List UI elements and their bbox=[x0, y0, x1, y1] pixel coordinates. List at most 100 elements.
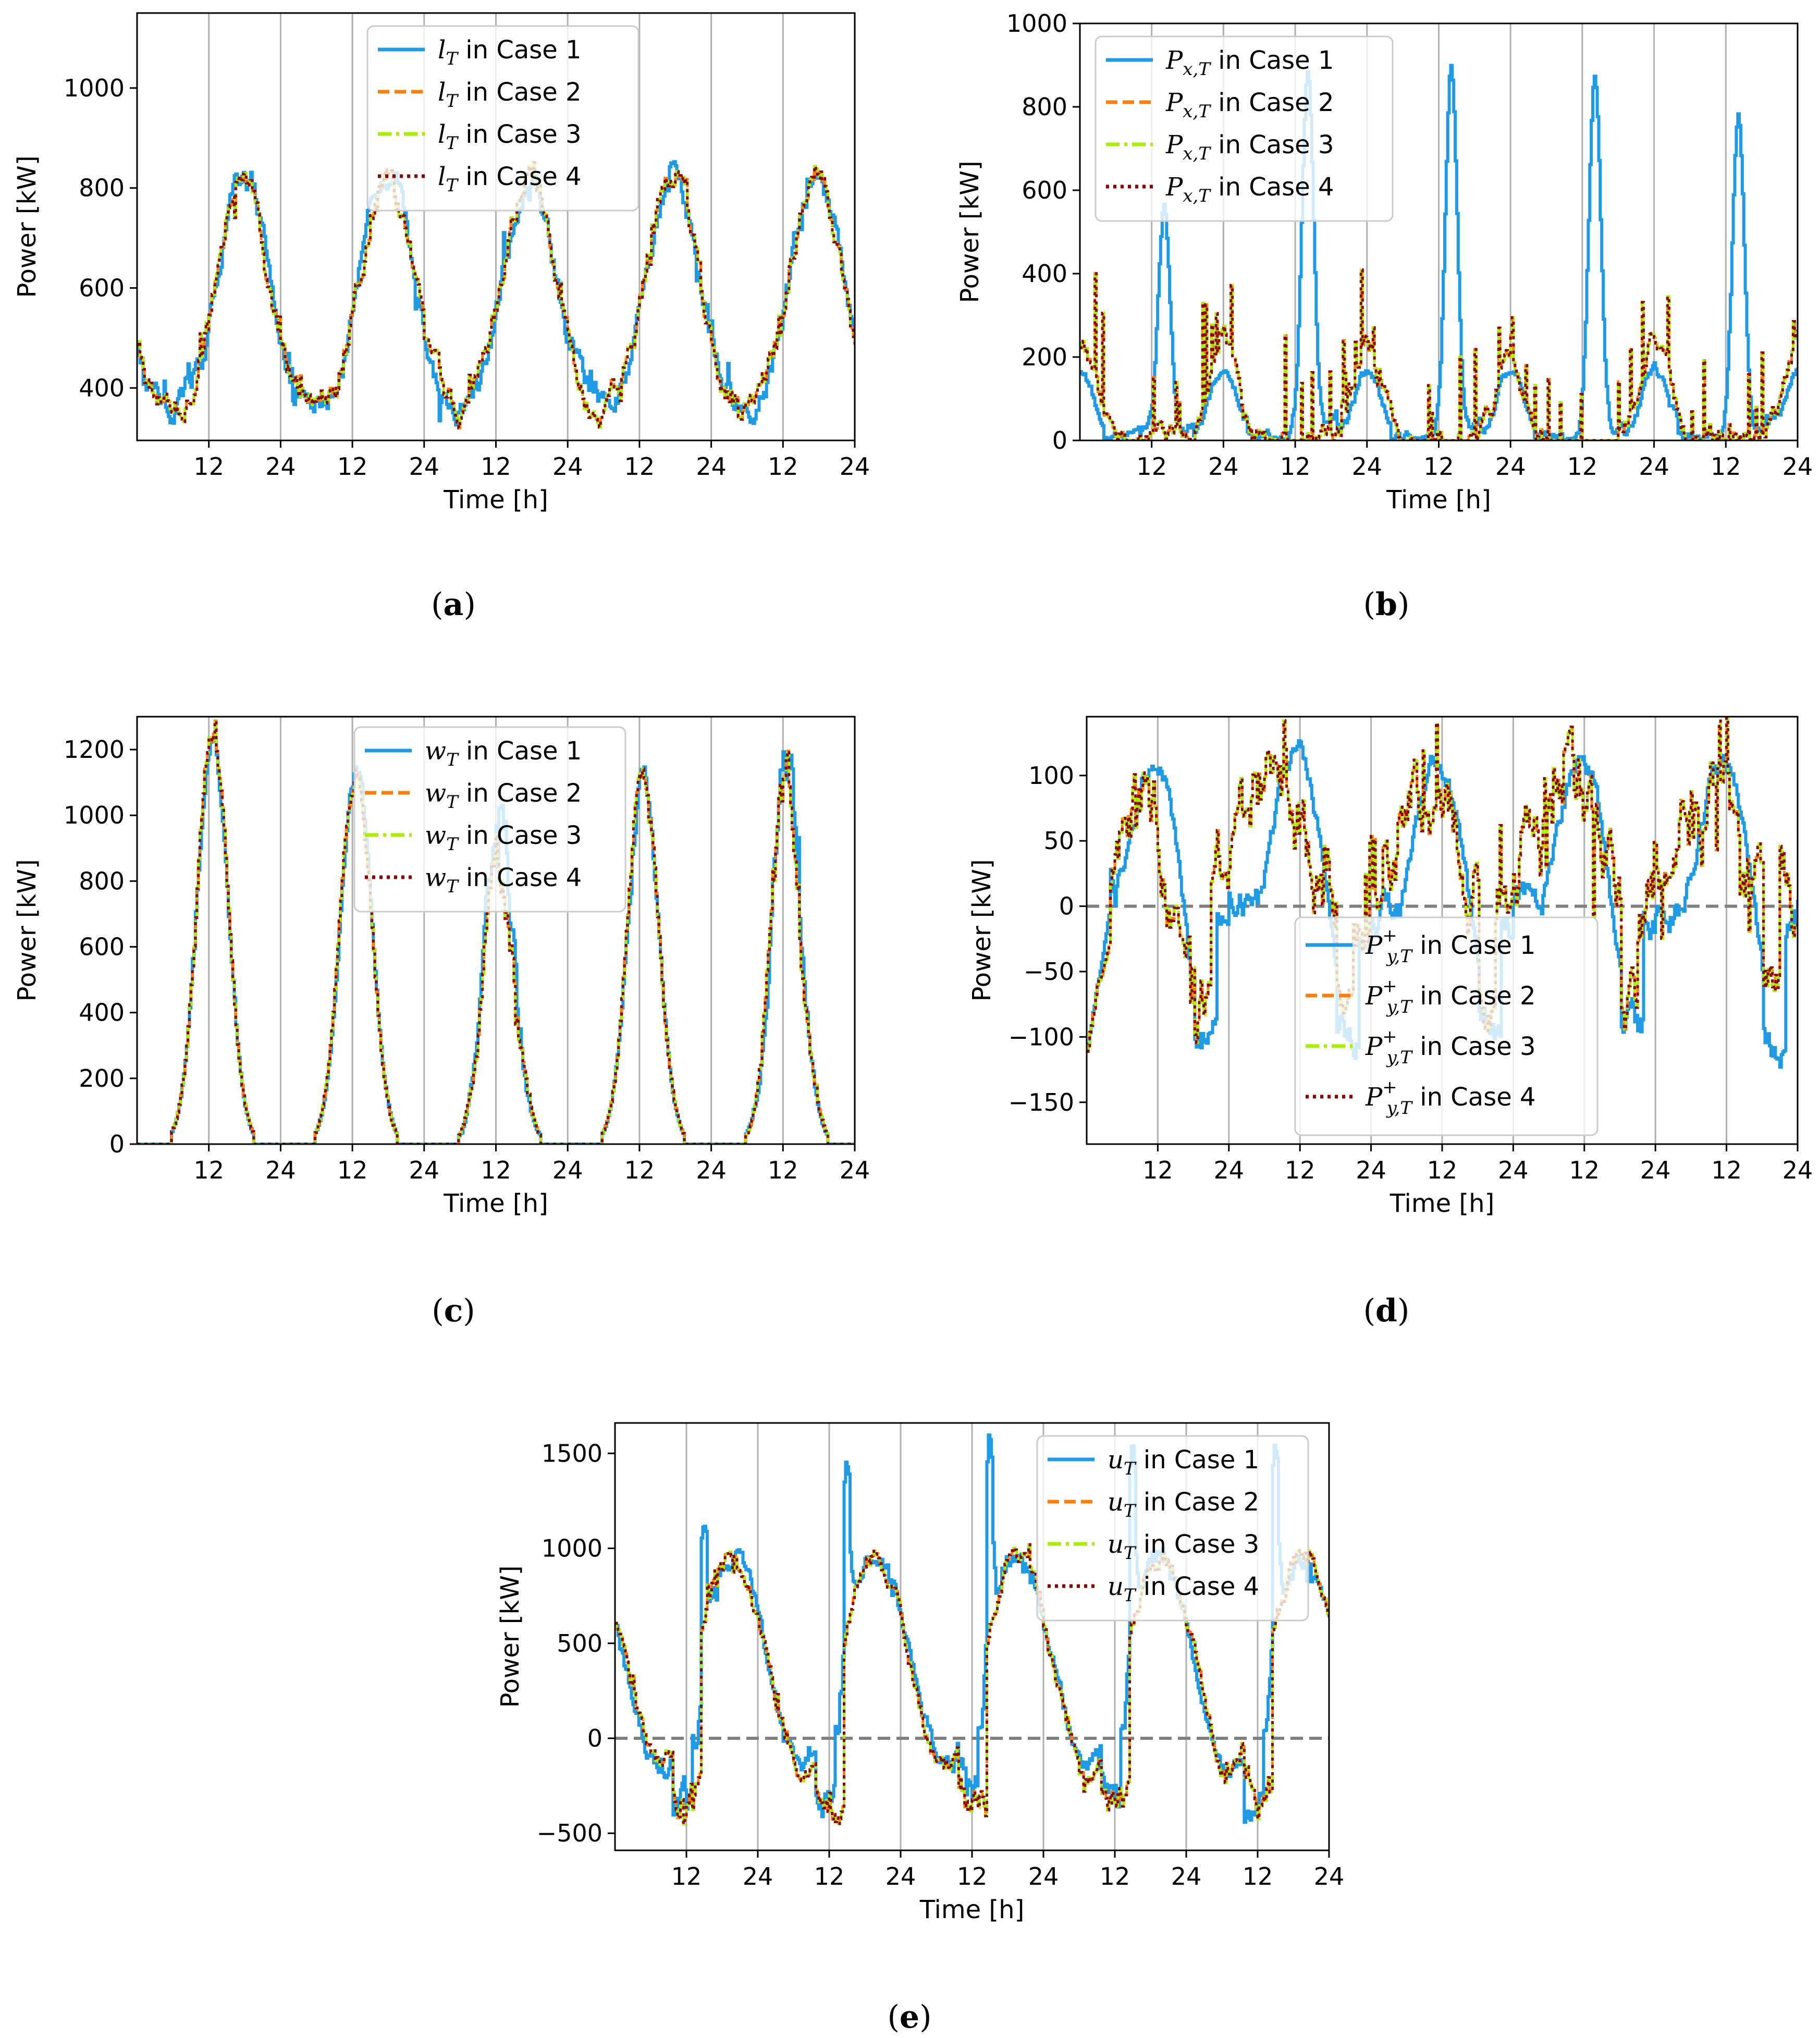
x-tick-label: 12 bbox=[1569, 1156, 1600, 1184]
x-tick-label: 24 bbox=[696, 452, 727, 481]
x-tick-label: 24 bbox=[840, 1156, 870, 1184]
x-tick-label: 12 bbox=[957, 1862, 988, 1890]
legend-entry: wT in Case 4 bbox=[425, 863, 582, 897]
series-line-case-1 bbox=[137, 160, 855, 427]
y-tick-label: 600 bbox=[79, 933, 125, 961]
chart-panel-a: 12 24 12 24 12 24 12 24 12 24 400 600 800 1000 Time [h… bbox=[13, 12, 870, 623]
legend-entry: P+ y,T in Case 2 bbox=[1365, 976, 1536, 1017]
x-tick-label: 24 bbox=[1171, 1862, 1202, 1890]
y-axis-label: Power [kW] bbox=[496, 1565, 525, 1708]
x-axis-label: Time [h] bbox=[443, 1189, 548, 1218]
series-line-case-4 bbox=[615, 1543, 1329, 1826]
legend-entry: P+ y,T in Case 4 bbox=[1365, 1077, 1536, 1119]
x-tick-label: 12 bbox=[1136, 452, 1167, 481]
y-tick-label: −500 bbox=[537, 1819, 602, 1847]
legend: Px,T in Case 1 Px,T in Case 2 Px,T in Case… bbox=[1095, 35, 1394, 222]
y-tick-label: 400 bbox=[1022, 260, 1067, 288]
panel-caption: (e) bbox=[887, 1999, 931, 2035]
panel-caption: (b) bbox=[1363, 586, 1410, 623]
x-tick-label: 12 bbox=[481, 452, 511, 481]
legend-entry: wT in Case 3 bbox=[425, 821, 582, 855]
legend-entry: wT in Case 2 bbox=[425, 779, 582, 813]
x-tick-label: 12 bbox=[671, 1862, 702, 1890]
x-tick-label: 12 bbox=[193, 1156, 224, 1184]
x-tick-label: 24 bbox=[1495, 452, 1526, 481]
legend-entry: lT in Case 3 bbox=[438, 120, 582, 154]
x-tick-label: 12 bbox=[1285, 1156, 1315, 1184]
x-tick-label: 24 bbox=[552, 1156, 583, 1184]
y-axis-label: Power [kW] bbox=[955, 161, 985, 303]
y-tick-label: 200 bbox=[1022, 343, 1067, 371]
legend-entry: Px,T in Case 2 bbox=[1165, 88, 1334, 122]
legend-entry: P+ y,T in Case 3 bbox=[1365, 1026, 1536, 1068]
x-tick-label: 24 bbox=[1639, 452, 1669, 481]
legend-entry: Px,T in Case 3 bbox=[1165, 130, 1334, 164]
chart-panel-e: 12 24 12 24 12 24 12 24 12 24 −500 0 500 1000 1500 Time… bbox=[496, 1422, 1345, 2035]
y-tick-label: 600 bbox=[79, 274, 125, 302]
panel-caption: (d) bbox=[1363, 1293, 1410, 1329]
chart-panel-d: 12 24 12 24 12 24 12 24 12 24 −150 −100 −50 0 50 100 Tim… bbox=[967, 716, 1813, 1329]
legend-box bbox=[366, 25, 640, 212]
x-tick-label: 24 bbox=[1498, 1156, 1529, 1184]
legend: lT in Case 1 lT in Case 2 lT in Case 3 lT i… bbox=[366, 25, 640, 212]
x-axis-label: Time [h] bbox=[919, 1895, 1025, 1924]
y-tick-label: 800 bbox=[79, 867, 125, 895]
y-tick-label: 400 bbox=[79, 999, 125, 1027]
y-axis-label: Power [kW] bbox=[13, 155, 42, 298]
x-tick-label: 24 bbox=[1640, 1156, 1671, 1184]
y-tick-label: 1200 bbox=[64, 735, 125, 764]
y-tick-label: 0 bbox=[1052, 426, 1067, 455]
y-tick-label: 1500 bbox=[542, 1439, 602, 1467]
y-tick-label: 0 bbox=[1059, 892, 1074, 920]
x-tick-label: 24 bbox=[409, 452, 440, 481]
x-tick-label: 12 bbox=[624, 452, 655, 481]
x-axis-label: Time [h] bbox=[1389, 1189, 1495, 1218]
x-tick-label: 12 bbox=[1142, 1156, 1173, 1184]
x-tick-label: 12 bbox=[1711, 1156, 1742, 1184]
x-tick-label: 24 bbox=[1356, 1156, 1386, 1184]
y-tick-label: 1000 bbox=[542, 1534, 602, 1563]
x-tick-label: 24 bbox=[886, 1862, 916, 1890]
x-tick-label: 24 bbox=[1314, 1862, 1345, 1890]
y-tick-label: 1000 bbox=[1006, 9, 1067, 38]
x-tick-label: 12 bbox=[1711, 452, 1741, 481]
y-tick-label: 100 bbox=[1028, 762, 1074, 790]
legend-entry: lT in Case 1 bbox=[438, 35, 582, 69]
x-tick-label: 12 bbox=[768, 1156, 798, 1184]
y-tick-label: 600 bbox=[1022, 176, 1067, 204]
x-tick-label: 24 bbox=[743, 1862, 773, 1890]
legend-box bbox=[1294, 916, 1598, 1136]
x-tick-label: 12 bbox=[1280, 452, 1311, 481]
y-tick-label: −50 bbox=[1024, 957, 1074, 986]
y-tick-label: 1000 bbox=[64, 801, 125, 829]
y-tick-label: 400 bbox=[79, 374, 125, 402]
legend: wT in Case 1 wT in Case 2 wT in Case 3 wT i… bbox=[353, 726, 626, 913]
x-tick-label: 24 bbox=[696, 1156, 727, 1184]
x-tick-label: 12 bbox=[1567, 452, 1598, 481]
chart-panel-c: 12 24 12 24 12 24 12 24 12 24 0 200 400 600 800 1000 120… bbox=[13, 716, 870, 1329]
panel-caption: (c) bbox=[432, 1293, 475, 1329]
legend-entry: lT in Case 2 bbox=[438, 78, 582, 112]
x-tick-label: 12 bbox=[624, 1156, 655, 1184]
y-tick-label: 50 bbox=[1043, 827, 1074, 855]
x-tick-label: 12 bbox=[1427, 1156, 1458, 1184]
x-tick-label: 24 bbox=[1782, 1156, 1813, 1184]
x-tick-label: 12 bbox=[337, 1156, 368, 1184]
chart-panel-b: 12 24 12 24 12 24 12 24 12 24 0 200 400 600 800 1000 Tim… bbox=[955, 9, 1813, 623]
x-tick-label: 12 bbox=[1100, 1862, 1130, 1890]
legend-entry: wT in Case 1 bbox=[425, 736, 582, 770]
legend: uT in Case 1 uT in Case 2 uT in Case 3 uT i… bbox=[1036, 1435, 1309, 1622]
x-tick-label: 12 bbox=[481, 1156, 511, 1184]
x-tick-label: 24 bbox=[265, 452, 296, 481]
x-axis-label: Time [h] bbox=[1386, 485, 1491, 514]
x-tick-label: 24 bbox=[1208, 452, 1239, 481]
legend-box bbox=[353, 726, 626, 913]
legend-box bbox=[1036, 1435, 1309, 1622]
legend-entry: lT in Case 4 bbox=[438, 162, 582, 196]
x-tick-label: 12 bbox=[337, 452, 368, 481]
x-tick-label: 12 bbox=[1423, 452, 1454, 481]
y-axis-label: Power [kW] bbox=[967, 859, 997, 1001]
panel-caption: (a) bbox=[431, 586, 476, 623]
x-tick-label: 12 bbox=[814, 1862, 845, 1890]
